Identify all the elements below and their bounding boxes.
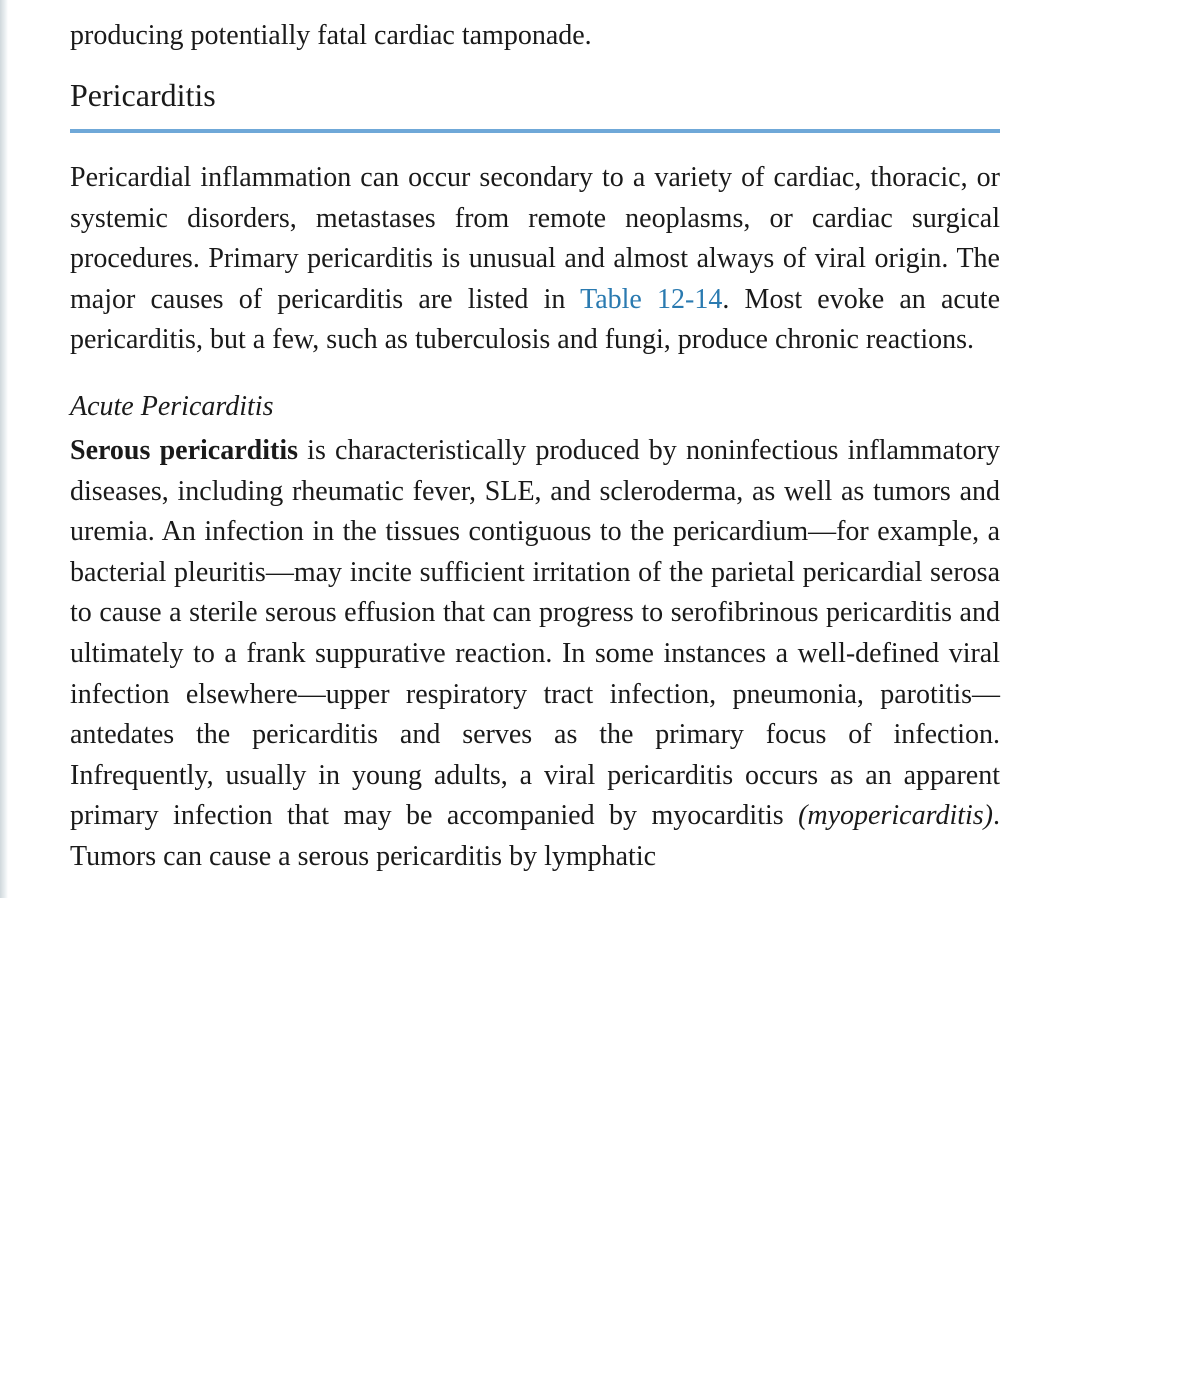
table-12-14-link[interactable]: Table 12-14 xyxy=(580,284,722,315)
page-container: producing potentially fatal cardiac tamp… xyxy=(0,0,1200,898)
italic-term-myopericarditis: (myopericarditis) xyxy=(798,800,993,831)
subsection-heading-acute-pericarditis: Acute Pericarditis xyxy=(70,391,1130,423)
acute-pericarditis-paragraph: Serous pericarditis is characteristicall… xyxy=(70,431,1000,878)
page-edge-shadow xyxy=(0,0,8,898)
intro-paragraph: Pericardial inflammation can occur secon… xyxy=(70,158,1000,361)
bold-lead-term: Serous pericarditis xyxy=(70,435,298,466)
body-text-before-italic: is characteristically produced by noninf… xyxy=(70,435,1000,831)
section-heading-pericarditis: Pericarditis xyxy=(70,77,1000,133)
top-fragment-line: producing potentially fatal cardiac tamp… xyxy=(70,20,1130,77)
